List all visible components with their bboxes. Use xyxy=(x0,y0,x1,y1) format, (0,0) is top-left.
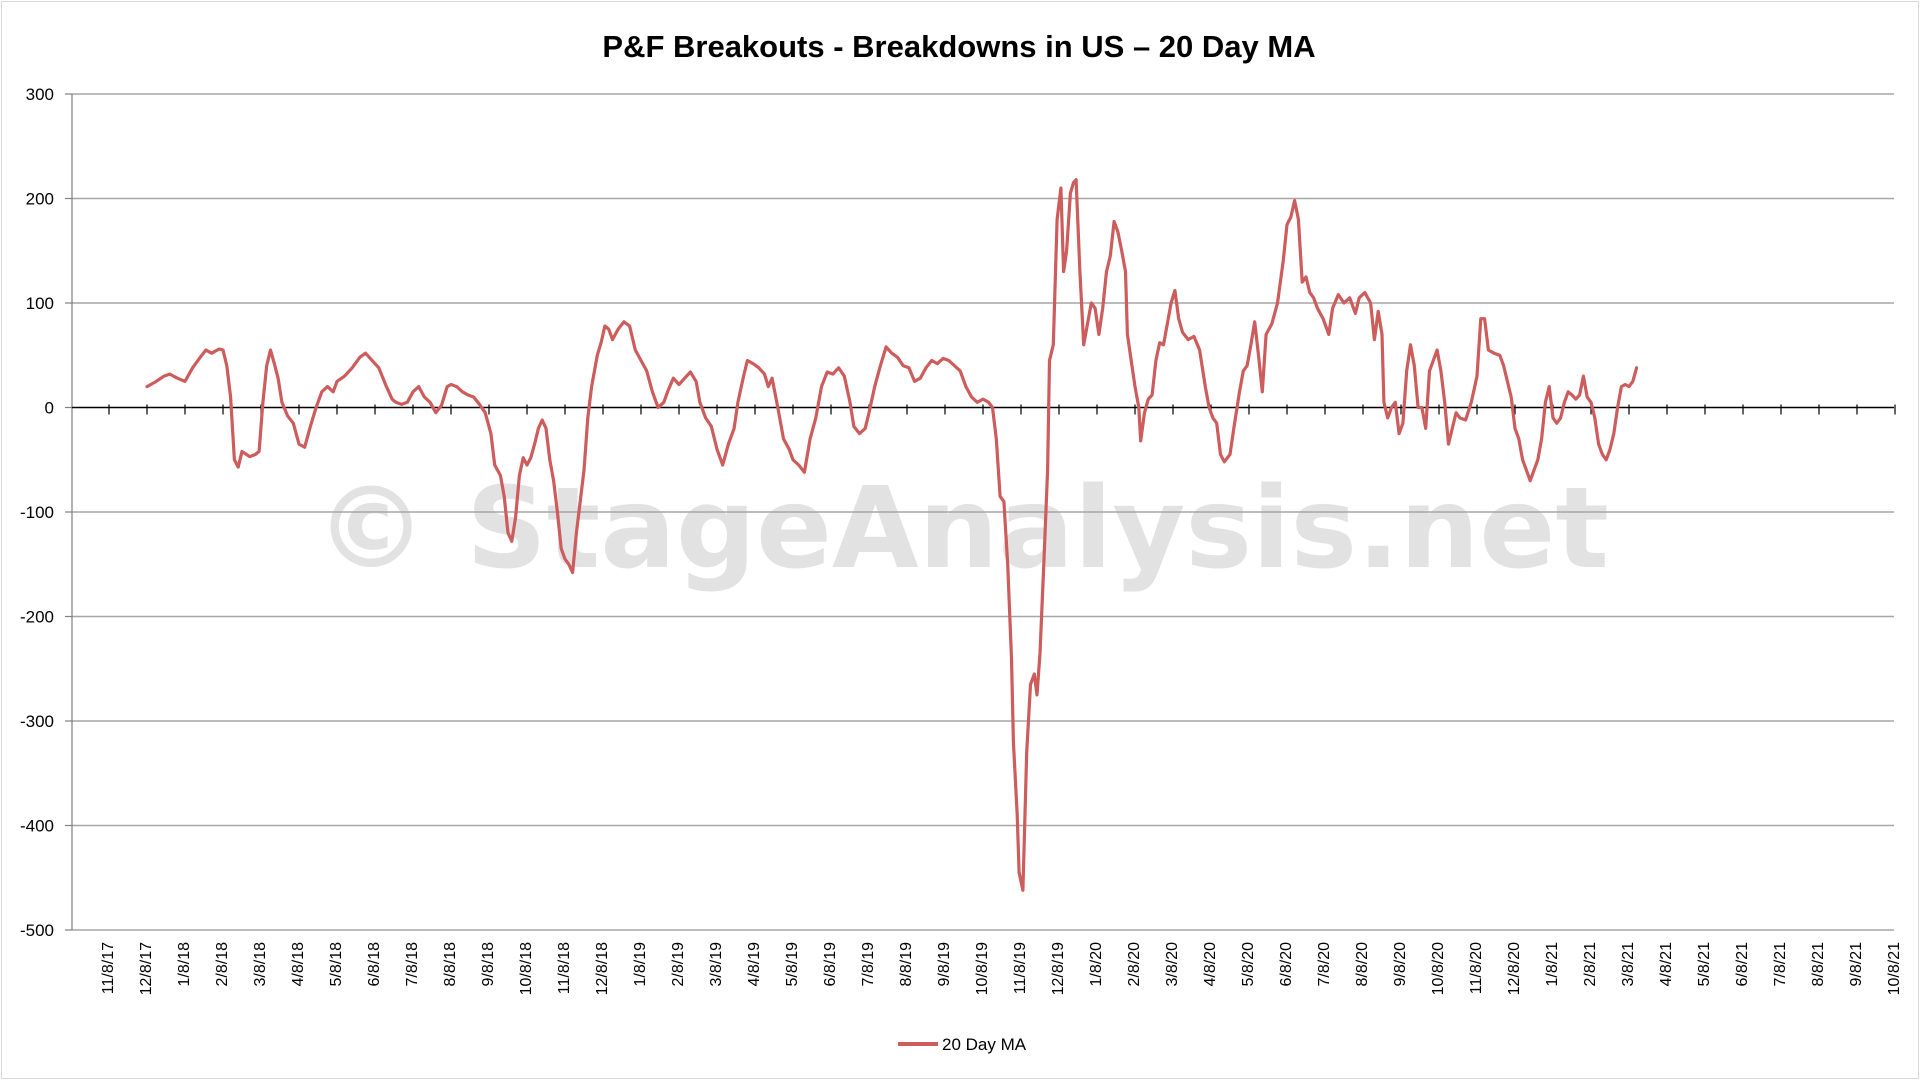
x-tick-label: 2/8/21 xyxy=(1582,942,1599,987)
x-tick-label: 6/8/18 xyxy=(366,942,383,987)
x-tick-label: 7/8/20 xyxy=(1316,942,1333,987)
x-tick-label: 2/8/19 xyxy=(670,942,687,987)
x-tick-label: 12/8/17 xyxy=(138,942,155,995)
x-tick-label: 1/8/21 xyxy=(1544,942,1561,987)
x-tick-label: 9/8/21 xyxy=(1848,942,1865,987)
x-tick-label: 3/8/20 xyxy=(1164,942,1181,987)
x-tick-label: 5/8/21 xyxy=(1696,942,1713,987)
x-tick-label: 4/8/18 xyxy=(290,942,307,987)
x-tick-label: 11/8/20 xyxy=(1468,942,1485,994)
x-tick-label: 3/8/21 xyxy=(1620,942,1637,987)
legend-label: 20 Day MA xyxy=(942,1035,1027,1054)
x-tick-label: 5/8/19 xyxy=(784,942,801,987)
x-tick-label: 9/8/20 xyxy=(1392,942,1409,987)
x-tick-label: 10/8/19 xyxy=(974,942,991,995)
x-tick-label: 1/8/20 xyxy=(1088,942,1105,987)
x-tick-label: 9/8/19 xyxy=(936,942,953,987)
x-tick-label: 1/8/19 xyxy=(632,942,649,987)
y-tick-label: -400 xyxy=(20,817,54,836)
x-tick-label: 9/8/18 xyxy=(480,942,497,987)
x-tick-label: 10/8/21 xyxy=(1886,942,1903,995)
x-tick-label: 6/8/20 xyxy=(1278,942,1295,987)
y-tick-label: 300 xyxy=(26,85,54,104)
x-tick-label: 2/8/18 xyxy=(214,942,231,987)
x-tick-label: 1/8/18 xyxy=(176,942,193,987)
x-tick-label: 3/8/18 xyxy=(252,942,269,987)
y-tick-label: 200 xyxy=(26,190,54,209)
x-tick-label: 12/8/20 xyxy=(1506,942,1523,995)
series-line-1 xyxy=(145,178,1639,892)
x-tick-label: 7/8/18 xyxy=(404,942,421,987)
y-tick-label: 100 xyxy=(26,294,54,313)
x-tick-label: 5/8/20 xyxy=(1240,942,1257,987)
x-tick-label: 11/8/19 xyxy=(1012,942,1029,994)
x-tick-label: 6/8/19 xyxy=(822,942,839,987)
x-tick-label: 12/8/19 xyxy=(1050,942,1067,995)
x-tick-label: 4/8/20 xyxy=(1202,942,1219,987)
y-tick-label: -500 xyxy=(20,921,54,940)
y-tick-label: -300 xyxy=(20,712,54,731)
x-tick-label: 7/8/21 xyxy=(1772,942,1789,987)
x-axis-tick-labels: 11/8/17 12/8/17 1/8/18 2/8/18 3/8/18 4/8/18 5/… xyxy=(100,942,1903,995)
series-layer xyxy=(145,178,1639,892)
x-tick-label: 8/8/19 xyxy=(898,942,915,987)
x-tick-label: 4/8/21 xyxy=(1658,942,1675,987)
x-tick-label: 10/8/18 xyxy=(518,942,535,995)
x-tick-label: 8/8/20 xyxy=(1354,942,1371,987)
x-tick-label: 11/8/17 xyxy=(100,942,117,994)
x-tick-label: 3/8/19 xyxy=(708,942,725,987)
y-tick-label: 0 xyxy=(45,399,54,418)
chart-title: P&F Breakouts - Breakdowns in US – 20 Da… xyxy=(602,29,1315,64)
x-tick-label: 11/8/18 xyxy=(556,942,573,994)
y-axis-tick-labels: -500 -400 -300 -200 -100 0 100 200 300 xyxy=(20,85,54,940)
x-tick-label: 10/8/20 xyxy=(1430,942,1447,995)
x-tick-label: 5/8/18 xyxy=(328,942,345,987)
legend: 20 Day MA xyxy=(898,1035,1027,1054)
x-tick-label: 8/8/21 xyxy=(1810,942,1827,987)
watermark-text: © StageAnalysis.net xyxy=(315,464,1609,594)
x-tick-label: 7/8/19 xyxy=(860,942,877,987)
y-tick-label: -100 xyxy=(20,503,54,522)
x-tick-label: 2/8/20 xyxy=(1126,942,1143,987)
y-tick-label: -200 xyxy=(20,608,54,627)
x-tick-label: 8/8/18 xyxy=(442,942,459,987)
x-tick-label: 12/8/18 xyxy=(594,942,611,995)
x-tick-label: 4/8/19 xyxy=(746,942,763,987)
gridlines xyxy=(72,93,1894,931)
x-tick-label: 6/8/21 xyxy=(1734,942,1751,987)
